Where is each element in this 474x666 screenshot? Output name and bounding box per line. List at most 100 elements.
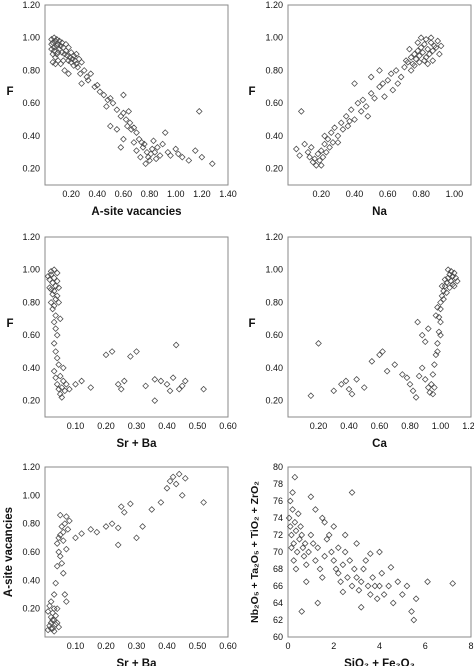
data-point: [175, 385, 183, 393]
data-point: [55, 361, 63, 368]
data-point: [47, 598, 55, 605]
data-point: [421, 40, 428, 48]
data-point: [435, 313, 443, 321]
y-tick-label: 1.00: [22, 33, 40, 43]
data-point: [167, 152, 174, 159]
data-point: [78, 530, 85, 537]
data-point: [414, 39, 422, 46]
data-point: [432, 44, 440, 51]
data-point: [200, 385, 207, 393]
data-point: [72, 534, 79, 542]
data-point: [178, 492, 186, 499]
data-point: [429, 371, 437, 378]
data-point: [360, 384, 368, 391]
data-point: [385, 582, 392, 590]
data-point: [133, 147, 140, 154]
data-point: [156, 152, 164, 159]
data-point: [289, 506, 296, 513]
data-point: [408, 608, 415, 615]
data-point: [447, 277, 455, 285]
data-point: [59, 569, 67, 577]
data-point: [285, 514, 293, 522]
data-point: [181, 377, 189, 385]
data-point: [339, 588, 347, 596]
data-point: [338, 380, 345, 388]
data-point: [120, 509, 128, 516]
x-tick-label: 0.50: [189, 641, 207, 651]
data-point: [389, 599, 397, 607]
data-point: [50, 318, 58, 326]
data-point: [133, 348, 140, 355]
y-tick-label: 76: [273, 496, 283, 506]
data-point: [317, 162, 325, 169]
y-tick-label: 80: [273, 462, 283, 472]
data-point: [73, 60, 80, 68]
data-point: [74, 63, 82, 71]
y-axis-label: F: [248, 318, 255, 330]
data-point: [175, 470, 183, 478]
data-point: [56, 372, 64, 380]
data-point: [426, 389, 434, 396]
x-tick-label: 0.20: [310, 421, 328, 431]
data-point: [362, 557, 370, 564]
data-point: [379, 80, 387, 87]
data-point: [44, 272, 52, 280]
y-tick-label: 74: [273, 513, 283, 523]
data-point: [337, 119, 345, 127]
chart-panel-p1: 0.20 0.40 0.60 0.80 1.00 1.20 0.20 0.40 0.60 0.80…: [6, 0, 236, 218]
data-point: [185, 157, 193, 164]
x-tick-label: 0.80: [401, 421, 419, 431]
plot-area: [44, 466, 229, 638]
data-point: [65, 70, 72, 78]
data-point: [453, 277, 461, 285]
x-tick-label: 6: [423, 641, 428, 651]
data-point: [452, 274, 460, 282]
data-point: [312, 506, 319, 513]
data-point: [195, 108, 203, 115]
data-point: [56, 390, 64, 398]
data-point: [351, 80, 358, 87]
data-point: [434, 340, 441, 347]
data-point: [411, 62, 418, 69]
y-tick-label: 0.40: [265, 131, 283, 141]
data-point: [321, 140, 328, 148]
data-point: [200, 499, 207, 506]
x-axis-label: Ca: [372, 438, 387, 450]
data-point: [52, 612, 60, 620]
y-tick-label: 0.80: [22, 297, 40, 307]
data-point: [376, 83, 383, 91]
data-point: [354, 99, 362, 107]
data-point: [414, 318, 421, 326]
data-point: [53, 354, 61, 362]
data-point: [341, 531, 349, 539]
data-point: [437, 42, 445, 50]
data-point: [102, 523, 110, 530]
data-point: [166, 477, 174, 485]
data-point: [169, 374, 177, 382]
data-point: [127, 500, 134, 508]
data-point: [93, 528, 101, 536]
data-point: [368, 358, 376, 365]
data-point: [394, 80, 402, 87]
y-tick-label: 0.40: [22, 575, 40, 585]
data-point: [163, 484, 171, 492]
data-point: [296, 152, 303, 159]
data-point: [450, 282, 458, 290]
data-point: [412, 55, 420, 63]
data-point: [78, 377, 85, 385]
data-point: [432, 312, 440, 319]
data-point: [58, 384, 66, 391]
data-point: [107, 122, 114, 130]
data-point: [292, 527, 300, 535]
data-point: [307, 531, 315, 539]
data-point: [59, 377, 67, 385]
data-point: [301, 540, 309, 547]
data-point: [330, 523, 338, 530]
x-tick-label: 0.20: [313, 189, 331, 199]
data-point: [87, 526, 95, 533]
y-tick-label: 0.40: [265, 363, 283, 373]
y-tick-label: 0.20: [265, 164, 283, 174]
data-point: [407, 54, 415, 61]
data-point: [113, 126, 121, 133]
